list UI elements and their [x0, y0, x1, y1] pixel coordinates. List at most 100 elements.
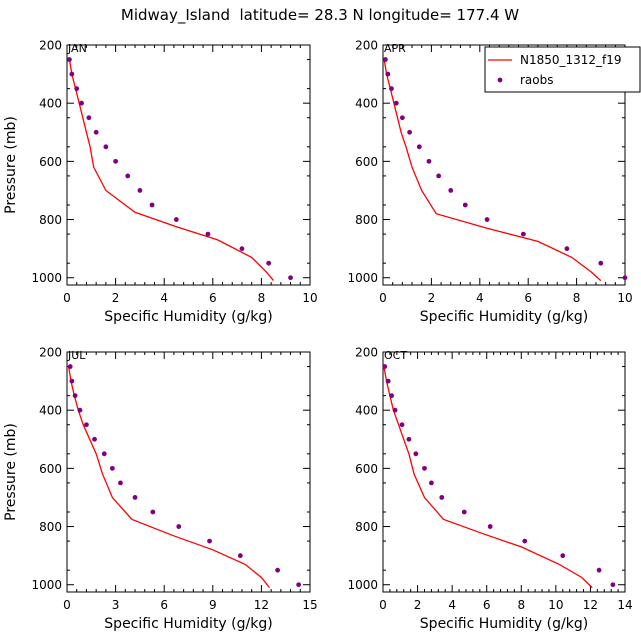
raobs-point: [67, 364, 73, 369]
y-tick-label: 600: [39, 462, 62, 476]
y-tick-label: 200: [39, 39, 62, 53]
x-axis-label: Specific Humidity (g/kg): [420, 616, 588, 632]
panel-label: JAN: [67, 42, 87, 55]
raobs-point: [150, 509, 156, 515]
x-tick-label: 6: [209, 291, 217, 305]
x-tick-label: 4: [476, 291, 484, 305]
raobs-point: [596, 567, 602, 573]
panel-label: OCT: [384, 349, 407, 362]
raobs-point: [426, 158, 432, 164]
x-tick-label: 8: [258, 291, 266, 305]
x-tick-label: 0: [379, 291, 387, 305]
raobs-point: [79, 100, 84, 106]
raobs-point: [422, 465, 427, 471]
raobs-point: [92, 436, 97, 442]
x-tick-label: 2: [414, 598, 422, 612]
model-line: [383, 366, 593, 589]
legend-dot-swatch: [497, 77, 503, 83]
y-tick-label: 600: [39, 155, 62, 169]
raobs-point: [399, 422, 405, 428]
y-tick-label: 1000: [31, 271, 62, 285]
panel-jul: 0 3 6 9 12 15 200 400 600 800 1000 JUL Specific Humi…: [3, 346, 318, 633]
x-tick-label: 6: [524, 291, 532, 305]
y-tick-label: 600: [355, 462, 378, 476]
raobs-point: [520, 231, 526, 237]
raobs-point: [296, 582, 302, 588]
raobs-point: [275, 567, 280, 573]
raobs-point: [288, 275, 293, 281]
y-tick-label: 200: [39, 346, 62, 360]
x-tick-label: 4: [160, 291, 168, 305]
raobs-point: [429, 480, 434, 486]
raobs-point: [84, 422, 89, 428]
raobs-point: [74, 86, 80, 92]
y-tick-label: 800: [355, 520, 378, 534]
y-tick-label: 200: [355, 346, 378, 360]
raobs-point: [448, 188, 454, 193]
y-axis-label: Pressure (mb): [3, 116, 19, 214]
y-axis-label: Pressure (mb): [3, 423, 19, 521]
raobs-point: [462, 202, 468, 208]
x-tick-label: 6: [160, 598, 168, 612]
figure-title: Midway_Island latitude= 28.3 N longitude…: [121, 6, 519, 25]
y-tick-label: 800: [355, 213, 378, 227]
raobs-point: [393, 100, 399, 106]
x-tick-label: 4: [448, 598, 456, 612]
model-line: [67, 366, 271, 589]
raobs-point: [239, 246, 245, 252]
legend-box: [484, 46, 641, 93]
raobs-point: [69, 378, 75, 384]
raobs-point: [413, 451, 419, 457]
y-tick-label: 400: [39, 97, 62, 111]
model-line: [383, 59, 602, 282]
raobs-point: [439, 495, 445, 500]
raobs-point: [407, 129, 413, 135]
x-tick-label: 8: [517, 598, 525, 612]
x-axis-label: Specific Humidity (g/kg): [420, 309, 588, 325]
raobs-point: [93, 129, 99, 135]
x-tick-label: 2: [112, 291, 120, 305]
raobs-point: [610, 582, 616, 588]
model-line: [68, 59, 275, 282]
y-tick-label: 600: [355, 155, 378, 169]
plot-frame: [382, 351, 626, 593]
raobs-point: [382, 364, 388, 369]
y-tick-label: 800: [39, 213, 62, 227]
y-tick-label: 1000: [347, 578, 378, 592]
raobs-point: [69, 71, 75, 77]
x-tick-label: 6: [483, 598, 491, 612]
raobs-point: [622, 275, 628, 281]
raobs-point: [385, 378, 391, 384]
raobs-point: [72, 393, 78, 399]
y-tick-label: 400: [355, 404, 378, 418]
x-tick-label: 9: [209, 598, 217, 612]
x-tick-label: 8: [573, 291, 581, 305]
x-tick-label: 10: [302, 291, 317, 305]
x-tick-label: 0: [379, 598, 387, 612]
raobs-point: [77, 407, 83, 413]
y-tick-label: 400: [355, 97, 378, 111]
raobs-point: [399, 115, 405, 121]
raobs-point: [389, 86, 394, 92]
y-tick-label: 1000: [347, 271, 378, 285]
raobs-point: [149, 202, 155, 208]
x-tick-label: 2: [428, 291, 436, 305]
x-axis-label: Specific Humidity (g/kg): [104, 616, 272, 632]
x-tick-label: 0: [63, 291, 71, 305]
raobs-point: [118, 480, 123, 486]
raobs-point: [137, 188, 143, 193]
raobs-point: [522, 538, 528, 544]
x-tick-label: 14: [617, 598, 632, 612]
x-tick-label: 0: [63, 598, 71, 612]
raobs-point: [484, 217, 490, 222]
raobs-point: [101, 451, 107, 457]
raobs-point: [103, 144, 109, 150]
plot-frame: [382, 44, 626, 286]
raobs-point: [113, 158, 118, 164]
raobs-point: [237, 553, 243, 559]
raobs-point: [383, 57, 388, 62]
raobs-point: [173, 217, 179, 222]
raobs-point: [406, 436, 412, 442]
